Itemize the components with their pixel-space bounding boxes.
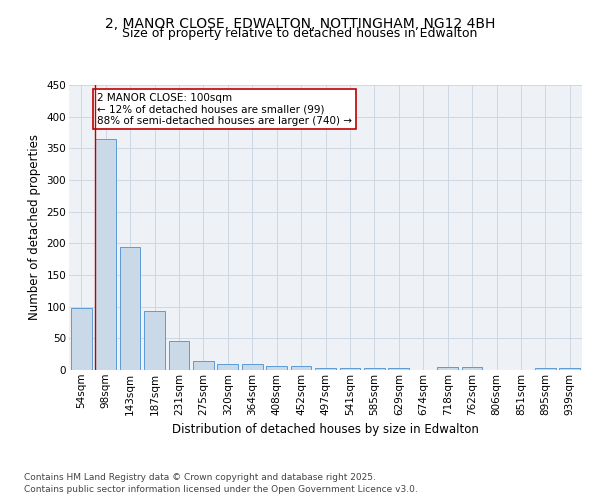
Text: 2, MANOR CLOSE, EDWALTON, NOTTINGHAM, NG12 4BH: 2, MANOR CLOSE, EDWALTON, NOTTINGHAM, NG…: [105, 18, 495, 32]
Bar: [388, 368, 409, 370]
Bar: [364, 368, 385, 370]
Bar: [461, 367, 482, 370]
Bar: [71, 308, 92, 370]
Bar: [242, 364, 263, 370]
Bar: [217, 364, 238, 370]
Bar: [290, 366, 311, 370]
Bar: [169, 341, 190, 370]
Y-axis label: Number of detached properties: Number of detached properties: [28, 134, 41, 320]
Text: Size of property relative to detached houses in Edwalton: Size of property relative to detached ho…: [122, 28, 478, 40]
X-axis label: Distribution of detached houses by size in Edwalton: Distribution of detached houses by size …: [172, 423, 479, 436]
Bar: [535, 368, 556, 370]
Bar: [315, 368, 336, 370]
Bar: [559, 368, 580, 370]
Bar: [95, 139, 116, 370]
Text: Contains public sector information licensed under the Open Government Licence v3: Contains public sector information licen…: [24, 484, 418, 494]
Bar: [266, 366, 287, 370]
Bar: [119, 246, 140, 370]
Bar: [340, 368, 361, 370]
Bar: [193, 361, 214, 370]
Bar: [144, 311, 165, 370]
Text: 2 MANOR CLOSE: 100sqm
← 12% of detached houses are smaller (99)
88% of semi-deta: 2 MANOR CLOSE: 100sqm ← 12% of detached …: [97, 92, 352, 126]
Bar: [437, 367, 458, 370]
Text: Contains HM Land Registry data © Crown copyright and database right 2025.: Contains HM Land Registry data © Crown c…: [24, 473, 376, 482]
